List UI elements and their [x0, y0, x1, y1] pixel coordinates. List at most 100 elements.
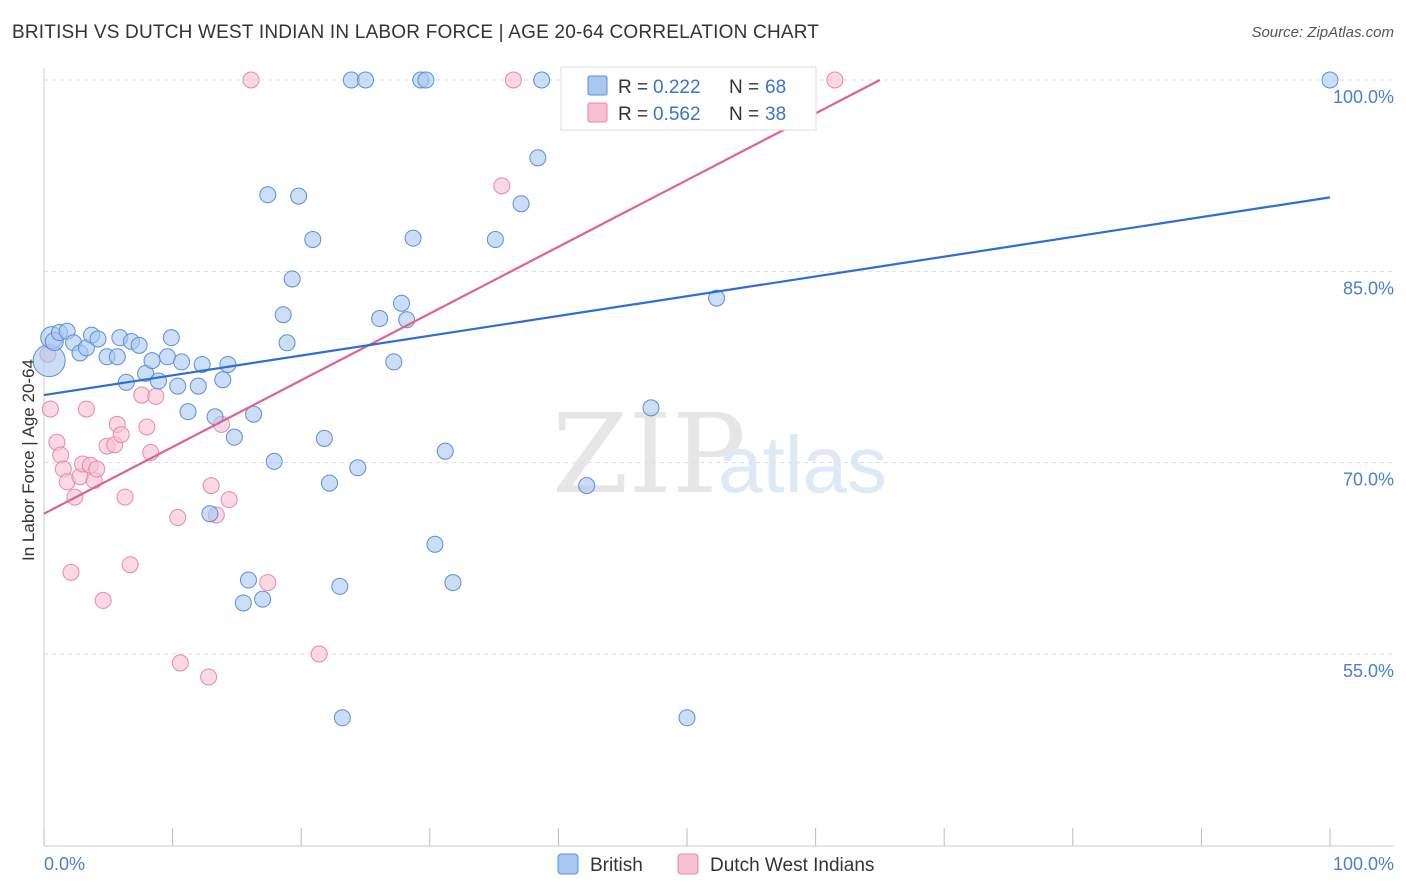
x-tick-label-min: 0.0%	[44, 854, 85, 874]
bottom-legend-british-swatch	[557, 853, 579, 875]
bottom-legend-dutch-label: Dutch West Indians	[710, 855, 874, 876]
british-point	[214, 371, 232, 389]
dutch-point	[94, 591, 112, 609]
british-point	[417, 71, 435, 89]
british-point	[357, 71, 374, 89]
british-point	[426, 535, 444, 553]
dutch-point	[200, 668, 218, 686]
british-point	[130, 336, 148, 354]
british-point	[189, 377, 207, 395]
dutch-point	[202, 477, 220, 495]
dutch-point	[62, 563, 80, 581]
legend: R = 0.222 N = 68 R = 0.562 N = 38	[560, 66, 817, 131]
british-point	[393, 294, 411, 312]
dutch-point	[220, 491, 238, 509]
british-point	[225, 428, 243, 446]
british-point	[1321, 71, 1339, 89]
y-axis-title: In Labor Force | Age 20-64	[19, 359, 38, 561]
british-point	[89, 330, 107, 348]
y-tick-labels: 55.0% 70.0% 85.0% 100.0%	[1333, 87, 1394, 681]
dutch-point	[169, 509, 187, 527]
dutch-point	[138, 418, 156, 436]
bottom-legend-dutch-swatch	[677, 853, 699, 875]
legend-british-r-label: R =	[618, 77, 648, 98]
british-trend-line	[43, 196, 1331, 397]
y-tick-label: 100.0%	[1333, 87, 1394, 107]
legend-british-r-value: 0.222	[653, 77, 701, 98]
chart-title: BRITISH VS DUTCH WEST INDIAN IN LABOR FO…	[12, 22, 820, 43]
watermark: ZIP atlas	[552, 390, 887, 518]
british-point	[283, 270, 301, 288]
british-point	[315, 429, 333, 447]
british-point	[259, 186, 277, 204]
british-point	[149, 372, 167, 390]
y-tick-label: 85.0%	[1343, 278, 1394, 298]
british-point	[349, 459, 367, 477]
british-point	[239, 571, 257, 589]
legend-dutch-r-label: R =	[618, 104, 648, 125]
y-tick-label: 70.0%	[1343, 470, 1394, 490]
british-point	[162, 329, 180, 347]
british-point	[143, 352, 161, 370]
x-ticks	[43, 828, 1331, 846]
bottom-legend: British Dutch West Indians	[557, 853, 874, 876]
british-point	[642, 399, 660, 417]
british-points	[32, 71, 1339, 727]
british-point	[179, 403, 197, 421]
dutch-point	[121, 556, 139, 574]
british-point	[245, 405, 263, 423]
british-point	[320, 474, 338, 492]
british-point	[436, 442, 454, 460]
british-point	[371, 310, 389, 328]
dutch-point	[242, 71, 260, 89]
x-tick-label-max: 100.0%	[1333, 854, 1394, 874]
dutch-point	[41, 400, 59, 418]
british-point	[342, 71, 360, 89]
legend-british-n-label: N =	[729, 77, 759, 98]
legend-british-swatch	[587, 75, 608, 96]
british-point	[529, 149, 547, 167]
legend-dutch-n-label: N =	[729, 104, 759, 125]
axes	[43, 68, 1394, 847]
british-point	[234, 594, 252, 612]
british-point	[158, 348, 176, 366]
legend-british-n-value: 68	[765, 77, 786, 98]
dutch-point	[504, 71, 522, 89]
british-point	[278, 334, 296, 352]
dutch-point	[77, 400, 95, 418]
british-point	[333, 709, 351, 727]
british-point	[219, 355, 237, 373]
british-point	[708, 289, 726, 307]
british-point	[304, 230, 322, 248]
grid	[44, 79, 1394, 655]
british-point	[331, 577, 349, 595]
british-point	[578, 477, 596, 495]
bottom-legend-british-label: British	[590, 855, 643, 876]
british-point	[385, 353, 403, 371]
legend-dutch-n-value: 38	[765, 104, 786, 125]
legend-dutch-r-value: 0.562	[653, 104, 701, 125]
source-label: Source: ZipAtlas.com	[1251, 24, 1394, 41]
dutch-point	[52, 446, 70, 464]
dutch-point	[133, 386, 151, 404]
british-point	[533, 71, 551, 89]
british-point	[512, 195, 530, 213]
dutch-point	[147, 387, 165, 405]
dutch-trend-line	[43, 79, 881, 515]
y-tick-label: 55.0%	[1343, 661, 1394, 681]
dutch-point	[171, 654, 189, 672]
british-point	[169, 377, 187, 395]
british-point	[193, 355, 211, 373]
british-point	[173, 353, 191, 371]
dutch-point	[259, 574, 277, 592]
dutch-point	[88, 460, 106, 478]
dutch-point	[112, 426, 130, 444]
british-point	[290, 187, 308, 205]
british-point	[254, 590, 272, 608]
british-point	[274, 306, 292, 324]
british-point	[444, 574, 462, 592]
dutch-point	[116, 488, 134, 506]
british-point	[486, 230, 504, 248]
british-point	[404, 229, 422, 247]
dutch-point	[310, 645, 328, 663]
